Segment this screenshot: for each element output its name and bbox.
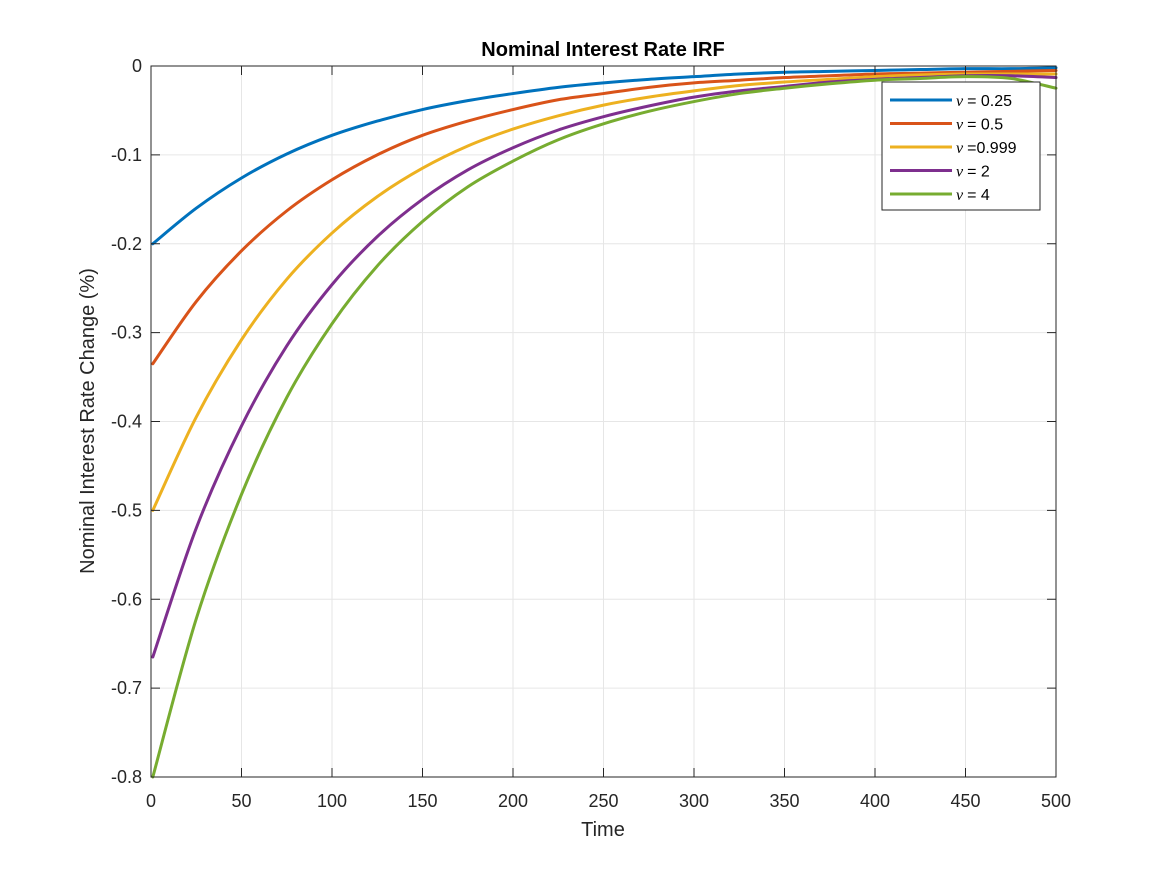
legend-value: = 0.5 <box>967 117 1003 134</box>
x-tick-label: 200 <box>498 791 528 811</box>
axes-box <box>150 65 1057 778</box>
legend-value: = 4 <box>967 187 990 204</box>
y-axis-label: Nominal Interest Rate Change (%) <box>77 268 99 574</box>
x-tick-labels: 0 50 100 150 200 250 300 350 400 450 500 <box>146 791 1071 811</box>
x-tick-label: 100 <box>317 791 347 811</box>
x-tick-label: 300 <box>679 791 709 811</box>
series-line-2 <box>151 72 1058 512</box>
y-tick-label: -0.1 <box>111 145 142 165</box>
legend-nu-symbol: ν <box>956 93 964 110</box>
series-line-1 <box>151 68 1058 366</box>
y-tick-label: -0.5 <box>111 500 142 520</box>
x-tick-label: 50 <box>231 791 251 811</box>
legend-value: =0.999 <box>967 140 1016 157</box>
y-tick-label: -0.6 <box>111 589 142 609</box>
x-axis-label: Time <box>581 819 625 841</box>
series-layer <box>151 66 1058 779</box>
legend-nu-symbol: ν <box>956 140 964 157</box>
x-tick-label: 150 <box>407 791 437 811</box>
x-tick-label: 250 <box>588 791 618 811</box>
y-tick-label: 0 <box>132 56 142 76</box>
legend-entry-label: ν = 4 <box>956 187 990 204</box>
legend-entry-label: ν = 0.5 <box>956 117 1003 134</box>
y-tick-label: -0.4 <box>111 412 142 432</box>
legend-nu-symbol: ν <box>956 117 964 134</box>
x-tick-label: 0 <box>146 791 156 811</box>
x-tick-label: 450 <box>950 791 980 811</box>
legend-value: = 2 <box>967 164 990 181</box>
y-tick-label: -0.7 <box>111 678 142 698</box>
y-tick-label: -0.8 <box>111 767 142 787</box>
legend-entry-label: ν = 0.25 <box>956 93 1012 110</box>
legend-nu-symbol: ν <box>956 187 964 204</box>
legend-entry-label: ν = 2 <box>956 164 990 181</box>
y-tick-label: -0.2 <box>111 234 142 254</box>
axes-layer <box>150 65 1057 778</box>
x-tick-label: 350 <box>769 791 799 811</box>
y-tick-labels: 0 -0.1 -0.2 -0.3 -0.4 -0.5 -0.6 -0.7 -0.8 <box>111 56 142 787</box>
series-line-0 <box>151 66 1058 246</box>
series-line-4 <box>151 75 1058 779</box>
y-tick-label: -0.3 <box>111 323 142 343</box>
chart-title: Nominal Interest Rate IRF <box>481 39 724 61</box>
x-tick-label: 400 <box>860 791 890 811</box>
legend-nu-symbol: ν <box>956 164 964 181</box>
legend-value: = 0.25 <box>967 93 1012 110</box>
x-tick-label: 500 <box>1041 791 1071 811</box>
legend-entry-label: ν =0.999 <box>956 140 1017 157</box>
